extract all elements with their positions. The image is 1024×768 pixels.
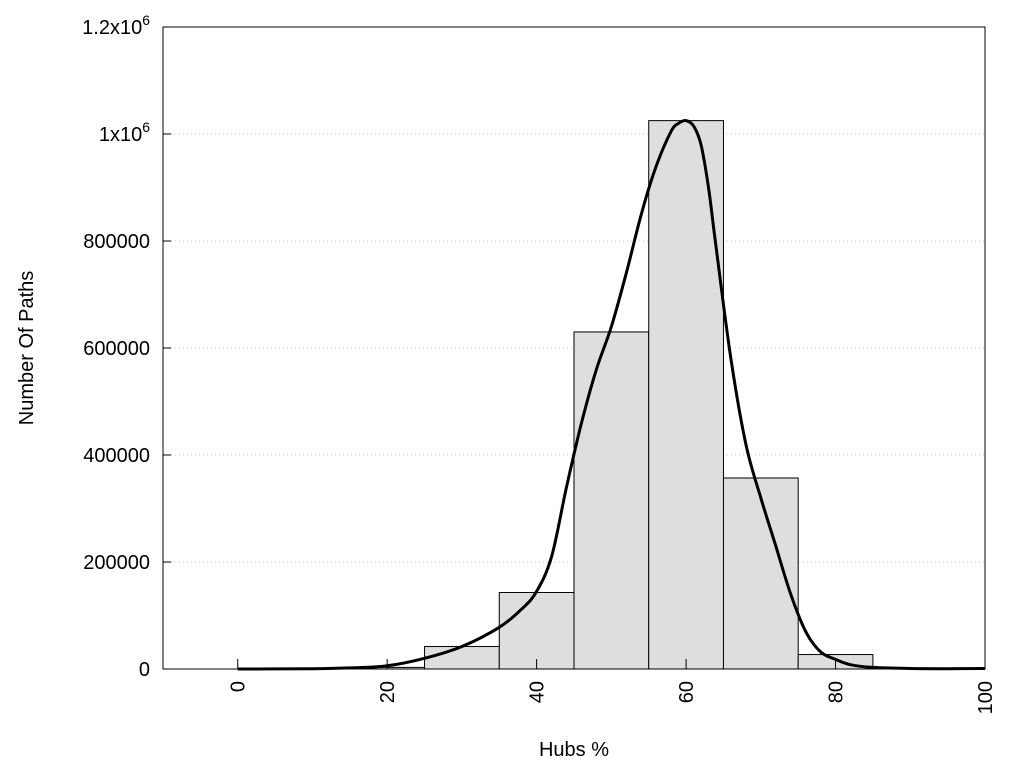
y-tick-label: 200000 (83, 552, 150, 574)
y-tick-label: 0 (139, 659, 150, 681)
x-axis-ticks: 0 20 40 60 80 100 (228, 659, 997, 714)
x-tick-label: 40 (527, 681, 549, 703)
x-tick-label: 20 (377, 681, 399, 703)
y-tick-label: 600000 (83, 338, 150, 360)
histogram-bar (424, 646, 500, 670)
y-axis-label: Number Of Paths (16, 271, 38, 426)
x-tick-label: 0 (228, 681, 250, 692)
y-tick-label: 400000 (83, 445, 150, 467)
x-tick-label: 80 (826, 681, 848, 703)
fit-curve-line (237, 119, 986, 671)
bars (349, 120, 874, 670)
grid-lines (163, 133, 985, 563)
histogram-bar (648, 120, 724, 670)
x-tick-label: 60 (676, 681, 698, 703)
y-axis-ticks: 0 200000 400000 600000 800000 1x106 1.2x106 (82, 12, 171, 681)
fit-curve (237, 119, 986, 671)
x-tick-label: 100 (975, 681, 997, 714)
histogram-bar (573, 331, 650, 670)
y-tick-label: 1.2x106 (82, 12, 150, 39)
x-axis-label: Hubs % (539, 739, 609, 761)
histogram-bar (722, 477, 799, 670)
y-tick-label: 800000 (83, 231, 150, 253)
histogram-bar (498, 591, 575, 670)
y-tick-label: 1x106 (99, 119, 150, 146)
